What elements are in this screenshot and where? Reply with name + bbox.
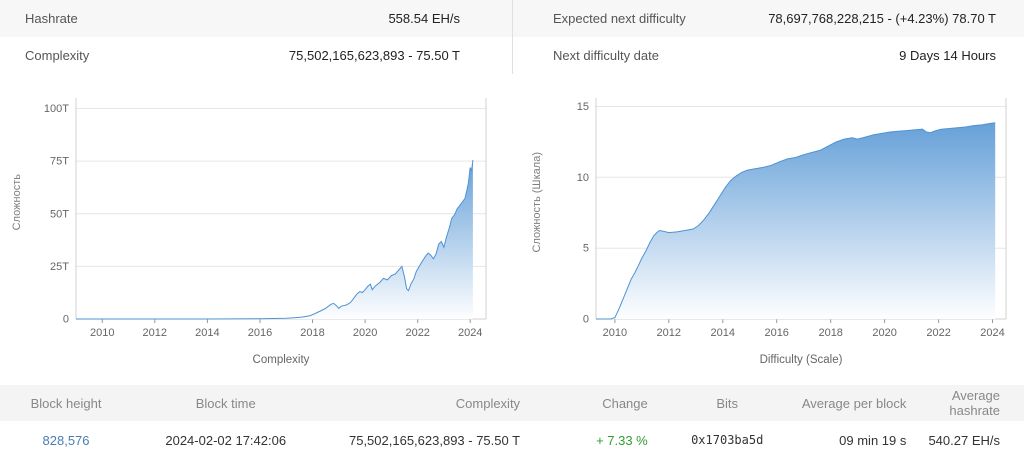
table-cell-average-hashrate: 540.27 EH/s	[920, 421, 1024, 459]
x-tick-label: 2012	[143, 327, 167, 339]
y-tick-label: 75T	[50, 156, 69, 168]
stats-right: Expected next difficulty 78,697,768,228,…	[512, 0, 1024, 74]
table-header-row: Block height Block time Complexity Change Bi…	[0, 385, 1024, 421]
table-cell-average-per-block: 09 min 19 s	[790, 421, 921, 459]
table-header-average-hashrate: Average hashrate	[920, 385, 1024, 421]
expected-next-difficulty-value: 78,697,768,228,215 - (+4.23%) 78.70 T	[768, 11, 996, 26]
y-tick-label: 50T	[50, 208, 69, 220]
table-header-complexity: Complexity	[319, 385, 533, 421]
chart-line	[596, 122, 996, 320]
table-cell-block-height[interactable]: 828,576	[0, 421, 133, 459]
blocks-table-wrap: Block height Block time Complexity Change Bi…	[0, 385, 1024, 459]
table-cell-block-time: 2024-02-02 17:42:06	[132, 421, 320, 459]
stats-left: Hashrate 558.54 EH/s Complexity 75,502,1…	[0, 0, 512, 74]
table-header-average-per-block: Average per block	[790, 385, 921, 421]
difficulty-table: Block height Block time Complexity Change Bi…	[0, 385, 1024, 459]
table-header-bits: Bits	[663, 385, 791, 421]
stat-row-expected-next-difficulty: Expected next difficulty 78,697,768,228,…	[513, 0, 1024, 37]
x-tick-label: 2010	[90, 327, 114, 339]
x-tick-label: 2024	[980, 327, 1004, 339]
difficulty-scale-chart-block: Сложность (Шкала) 0 5 10 15 2010 2012 2014 2016…	[528, 86, 1016, 371]
hashrate-label: Hashrate	[25, 11, 78, 26]
chart-area	[596, 122, 996, 319]
x-tick-label: 2012	[657, 327, 681, 339]
y-tick-label: 15	[577, 101, 589, 113]
table-cell-complexity: 75,502,165,623,893 - 75.50 T	[319, 421, 533, 459]
x-tick-label: 2014	[195, 327, 219, 339]
chart-area	[76, 160, 473, 319]
x-tick-label: 2010	[603, 327, 627, 339]
table-cell-change: + 7.33 %	[532, 421, 664, 459]
chart-line	[76, 160, 474, 320]
table-row: 828,576 2024-02-02 17:42:06 75,502,165,623…	[0, 421, 1024, 459]
stat-row-complexity: Complexity 75,502,165,623,893 - 75.50 T	[0, 37, 512, 74]
table-header-block-height: Block height	[0, 385, 133, 421]
x-axis-title: Complexity	[253, 354, 310, 366]
x-tick-label: 2020	[872, 327, 896, 339]
table-header-change: Change	[532, 385, 664, 421]
x-tick-label: 2024	[458, 327, 482, 339]
x-tick-label: 2022	[926, 327, 950, 339]
y-tick-label: 25T	[50, 261, 69, 273]
difficulty-scale-y-axis-label: Сложность (Шкала)	[531, 152, 543, 253]
stat-row-next-difficulty-date: Next difficulty date 9 Days 14 Hours	[513, 37, 1024, 74]
x-tick-label: 2022	[405, 327, 429, 339]
complexity-value: 75,502,165,623,893 - 75.50 T	[288, 48, 460, 63]
x-tick-label: 2014	[711, 327, 735, 339]
x-tick-label: 2016	[248, 327, 272, 339]
x-tick-label: 2016	[764, 327, 788, 339]
table-header-block-time: Block time	[132, 385, 320, 421]
y-tick-label: 0	[583, 314, 589, 326]
complexity-chart-block: Сложность 0 25T 50T 75T 100T 2010 2012 2014 2016…	[8, 86, 496, 371]
difficulty-scale-y-axis-label-wrap: Сложность (Шкала)	[528, 86, 546, 319]
x-tick-label: 2018	[300, 327, 324, 339]
complexity-y-axis-label-wrap: Сложность	[8, 86, 26, 319]
stats-panel: Hashrate 558.54 EH/s Complexity 75,502,1…	[0, 0, 1024, 74]
y-tick-label: 5	[583, 243, 589, 255]
next-difficulty-date-value: 9 Days 14 Hours	[899, 48, 996, 63]
complexity-y-axis-label: Сложность	[11, 174, 23, 231]
y-tick-label: 10	[577, 172, 589, 184]
y-tick-label: 100T	[44, 103, 69, 115]
expected-next-difficulty-label: Expected next difficulty	[553, 11, 686, 26]
y-tick-label: 0	[63, 314, 69, 326]
charts-section: Сложность 0 25T 50T 75T 100T 2010 2012 2014 2016…	[0, 74, 1024, 371]
complexity-chart: 0 25T 50T 75T 100T 2010 2012 2014 2016 2018 2020 20…	[44, 98, 487, 366]
x-tick-label: 2018	[818, 327, 842, 339]
difficulty-scale-chart: 0 5 10 15 2010 2012 2014 2016 2018 2020 2022 2024 Di…	[577, 98, 1007, 366]
complexity-label: Complexity	[25, 48, 90, 63]
x-axis-title: Difficulty (Scale)	[760, 354, 843, 366]
x-tick-label: 2020	[353, 327, 377, 339]
stat-row-hashrate: Hashrate 558.54 EH/s	[0, 0, 512, 37]
table-cell-bits: 0x1703ba5d	[663, 421, 791, 459]
next-difficulty-date-label: Next difficulty date	[553, 48, 659, 63]
hashrate-value: 558.54 EH/s	[388, 11, 460, 26]
